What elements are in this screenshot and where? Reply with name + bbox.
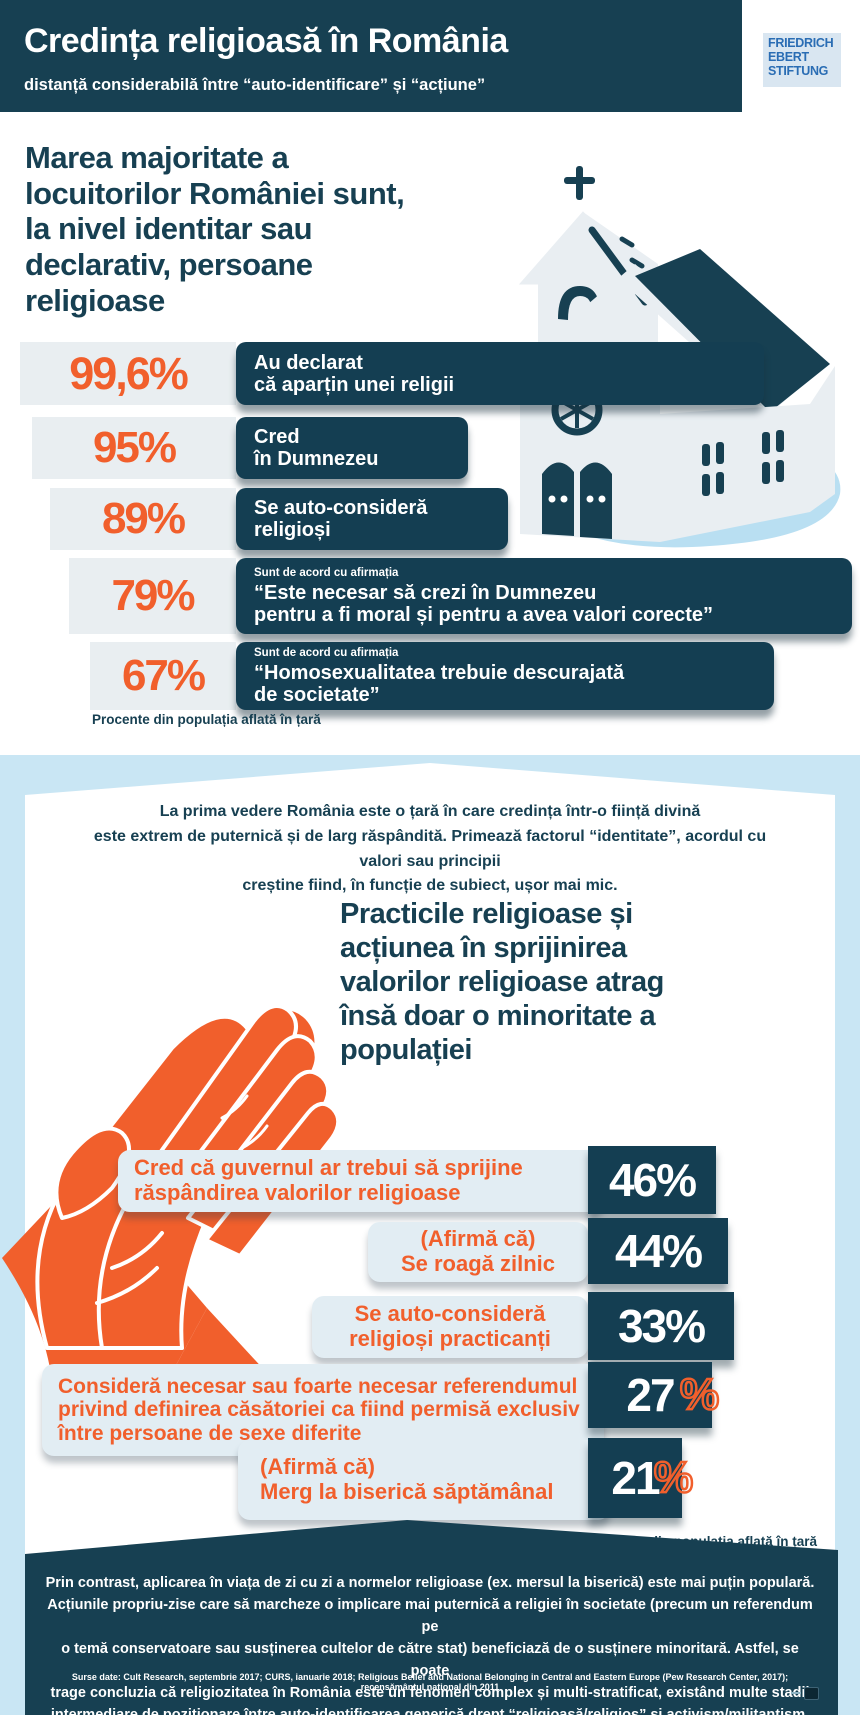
action-value-percent: % [653,1452,695,1504]
action-value: 44% [614,1225,703,1277]
action-value-box: 46% [588,1146,716,1214]
action-value-percent: % [679,1369,721,1421]
stat-label: “Este necesar să crezi în Dumnezeu pentr… [254,581,714,626]
action-label: (Afirmă că) Se roagă zilnic [400,1226,556,1276]
stat-value: 95% [92,423,177,472]
stat-label-box: Se auto-consideră religioși [236,488,508,550]
interlude-paragraph: La prima vedere România este o țară în c… [93,803,767,895]
footer-paragraph: Prin contrast, aplicarea în viața de zi … [45,1575,815,1715]
stat-label-box: Au declarat că aparțin unei religii [236,342,764,405]
stat-bar: 99,6% [20,342,236,405]
action-value-box: 44% [588,1218,728,1284]
section2-heading: Practicile religioase și acțiunea în spr… [340,898,664,1066]
action-label: (Afirmă că) Merg la biserică săptămânal [260,1454,554,1504]
stat-label-box: Sunt de acord cu afirmația “Este necesar… [236,558,852,634]
action-value: 46% [608,1154,697,1206]
stat-label-prefix: Sunt de acord cu afirmația [254,566,399,579]
fes-logo: FRIEDRICH EBERT STIFTUNG [763,33,841,87]
action-value-box: 27 % [588,1362,720,1428]
stat-value: 79% [111,571,195,620]
action-value: 33% [617,1300,706,1352]
church-doors [542,462,612,539]
praying-hands-illustration [2,1003,341,1428]
credit-box [804,1687,819,1700]
action-label-bar: Consideră necesar sau foarte necesar ref… [42,1364,604,1456]
stat-value: 99,6% [69,347,189,399]
header: Credința religioasă în România distanță … [0,0,742,112]
design-credit-mark [791,1687,821,1700]
action-label: Se auto-consideră religioși practicanți [349,1301,551,1351]
section1-heading: Marea majoritate a locuitorilor României… [25,140,405,318]
action-label-bar: Cred că guvernul ar trebui să sprijine r… [118,1150,604,1212]
cross-icon [564,166,595,200]
stat-bar: 79% [69,558,236,634]
section1-footnote: Procente din populația aflată în țară [92,712,321,727]
stat-label: Cred în Dumnezeu [254,426,379,470]
footer-panel [25,1520,838,1715]
stat-label-box: Sunt de acord cu afirmația “Homosexualit… [236,642,774,710]
stat-label: Se auto-consideră religioși [254,497,428,541]
action-value: 27 [626,1369,675,1421]
stat-bar: 89% [50,488,236,550]
poster-title: Credința religioasă în România [24,22,508,60]
side-windows [702,430,784,496]
stat-bar: 95% [32,417,236,479]
stat-label-prefix: Sunt de acord cu afirmația [254,646,399,659]
stat-bar: 67% [90,642,236,710]
church-illustration [500,166,841,548]
sources-line: Surse date: Cult Research, septembrie 20… [71,1672,789,1692]
stat-label-box: Cred în Dumnezeu [236,417,468,479]
action-value: 21 [611,1452,660,1504]
stat-value: 67% [121,651,206,700]
action-label-bar: (Afirmă că) Merg la biserică săptămânal [238,1440,610,1520]
poster-subtitle: distanță considerabilă între “auto-ident… [24,76,486,94]
stat-label: “Homosexualitatea trebuie descurajată de… [254,661,625,706]
action-value-box: 21 % [588,1438,694,1518]
credit-dash [791,1692,801,1694]
action-value-box: 33% [588,1292,734,1360]
action-label: Cred că guvernul ar trebui să sprijine r… [134,1155,523,1205]
action-label: Consideră necesar sau foarte necesar ref… [58,1374,580,1445]
action-label-bar: (Afirmă că) Se roagă zilnic [368,1222,588,1282]
stat-value: 89% [101,494,186,543]
action-label-bar: Se auto-consideră religioși practicanți [312,1296,588,1358]
stat-label: Au declarat că aparțin unei religii [254,351,455,396]
